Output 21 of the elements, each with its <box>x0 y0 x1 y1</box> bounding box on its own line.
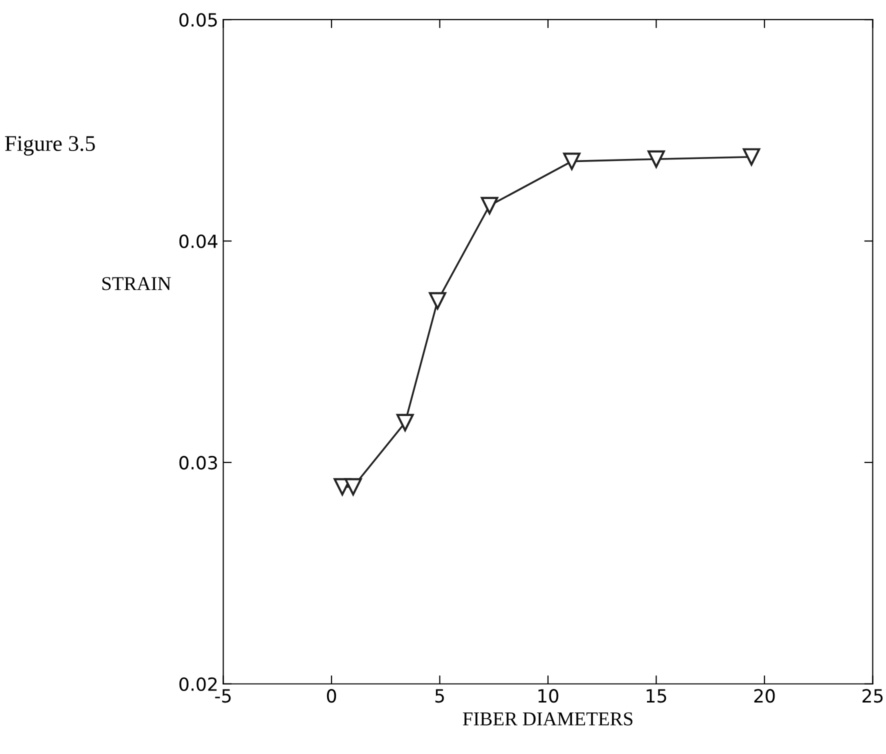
y-tick-label: 0.03 <box>179 456 217 470</box>
point <box>480 196 498 214</box>
point <box>396 414 414 432</box>
y-axis-title: STRAIN <box>102 277 171 290</box>
point <box>344 478 362 496</box>
point <box>742 148 760 166</box>
point <box>563 152 580 170</box>
x-tick-label: 20 <box>754 689 775 703</box>
y-tick-label: 0.05 <box>179 13 217 27</box>
x-tick-label: 25 <box>862 689 883 703</box>
x-axis-title: FIBER DIAMETERS <box>462 712 632 726</box>
x-tick-label: -5 <box>215 689 231 703</box>
y-tick-label: 0.04 <box>179 234 218 248</box>
caption: Figure 3.5 <box>5 136 95 156</box>
x-tick-label: 10 <box>538 689 558 703</box>
x-tick-label: 15 <box>646 689 666 703</box>
x-tick-label: 5 <box>435 689 444 703</box>
y-tick-label: 0.02 <box>179 677 217 691</box>
point <box>428 292 446 310</box>
point <box>648 150 665 168</box>
x-tick-label: 0 <box>326 689 336 703</box>
